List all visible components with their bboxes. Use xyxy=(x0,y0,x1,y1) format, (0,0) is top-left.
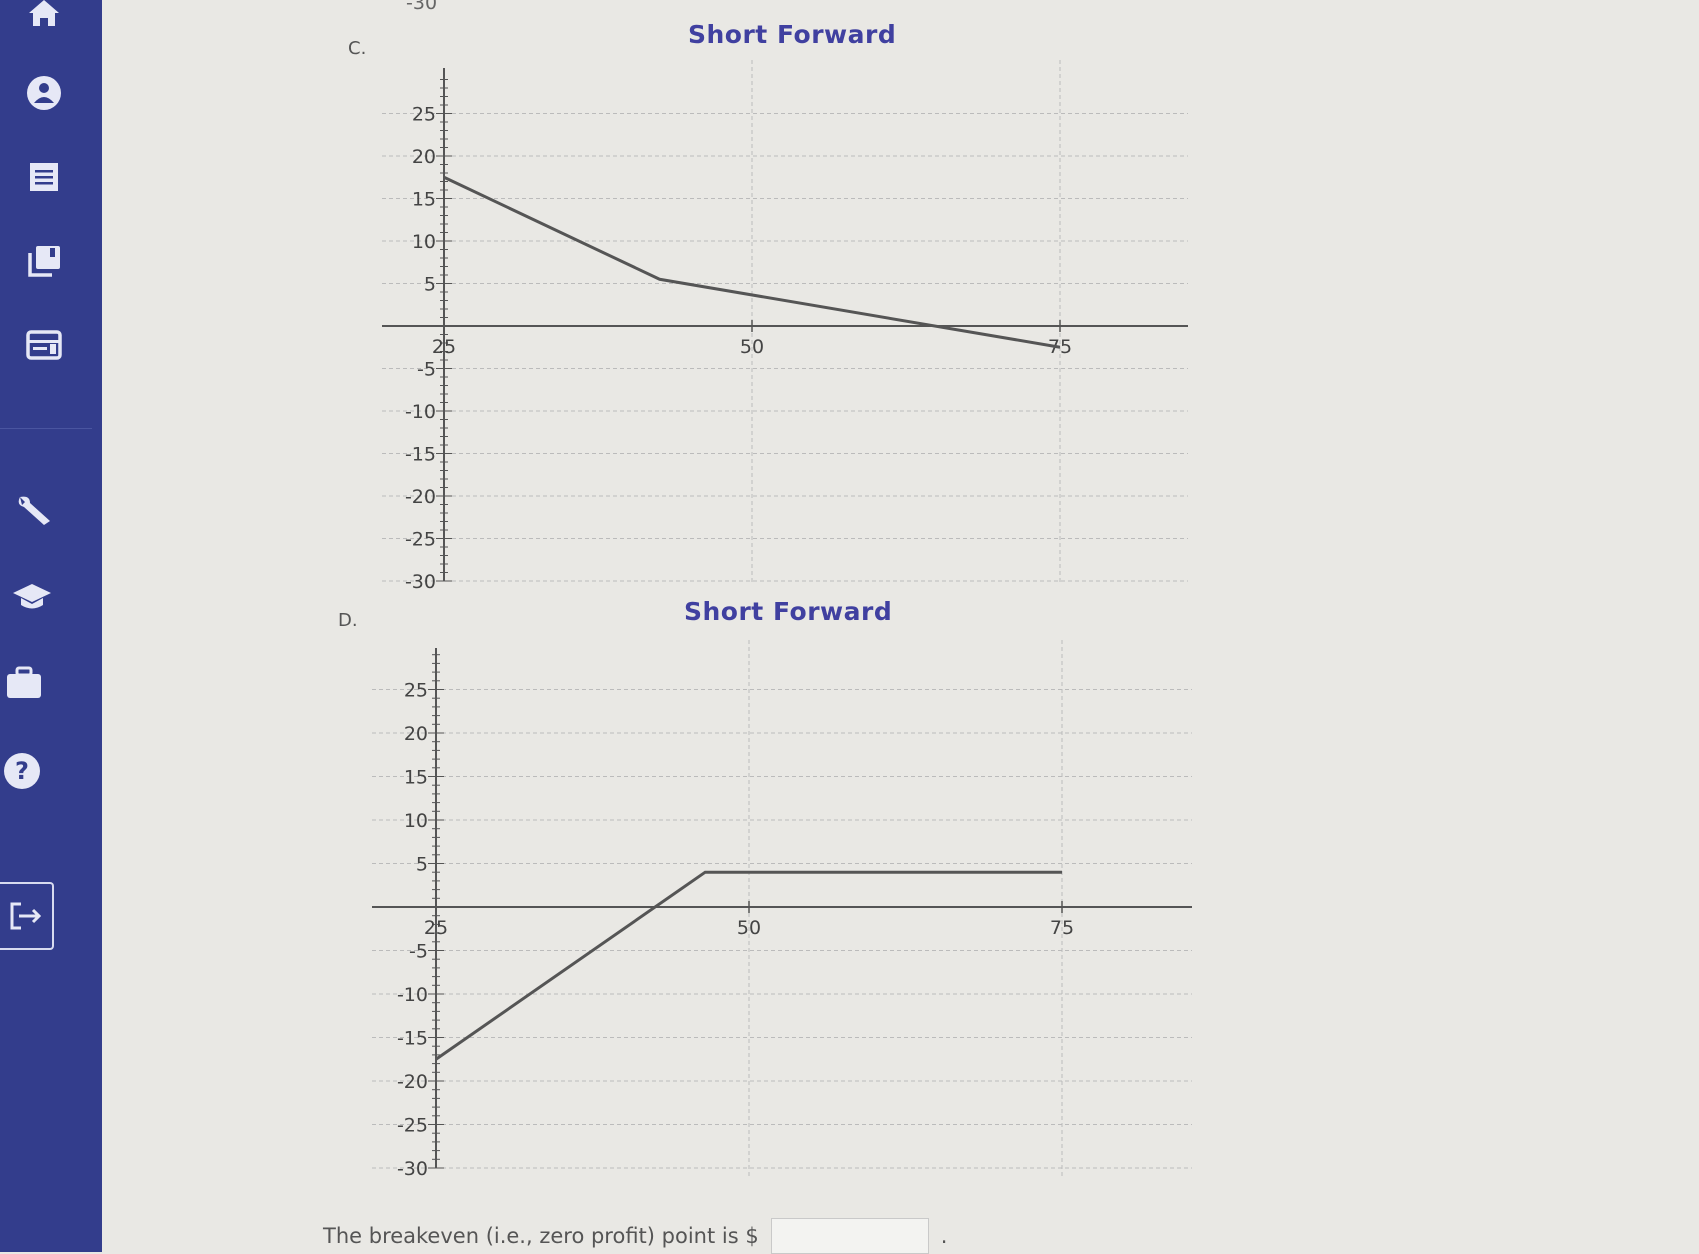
y-tick-label: -15 xyxy=(405,444,436,466)
x-tick-label: 25 xyxy=(432,336,456,358)
y-tick-label: -10 xyxy=(397,984,428,1006)
sidebar: ? xyxy=(0,0,102,1252)
y-tick-label: 20 xyxy=(412,146,436,168)
y-tick-label: -30 xyxy=(397,1158,428,1180)
chart-c-title: Short Forward xyxy=(688,20,897,49)
y-tick-label: 15 xyxy=(404,767,428,789)
y-tick-label: 15 xyxy=(412,189,436,211)
y-tick-label: 5 xyxy=(416,854,428,876)
breakeven-question: The breakeven (i.e., zero profit) point … xyxy=(323,1218,947,1254)
question-suffix: . xyxy=(940,1224,948,1248)
payoff-line xyxy=(443,175,1061,349)
books-icon[interactable] xyxy=(14,236,74,286)
previous-chart-tick-fragment: -30 xyxy=(406,0,438,14)
y-tick-label: -30 xyxy=(405,571,436,593)
graduation-cap-icon[interactable] xyxy=(2,572,62,622)
svg-text:?: ? xyxy=(15,757,29,785)
x-tick-label: 25 xyxy=(424,917,448,939)
y-tick-label: 10 xyxy=(404,810,428,832)
y-tick-label: -25 xyxy=(397,1115,428,1137)
y-tick-label: -20 xyxy=(405,486,436,508)
x-tick-label: 50 xyxy=(737,917,761,939)
y-tick-label: 5 xyxy=(424,274,436,296)
y-tick-label: -15 xyxy=(397,1028,428,1050)
sign-out-icon xyxy=(10,902,42,930)
home-icon[interactable] xyxy=(14,0,74,38)
help-icon[interactable]: ? xyxy=(0,746,52,796)
y-tick-label: 25 xyxy=(412,104,436,126)
y-tick-label: -10 xyxy=(405,401,436,423)
document-list-icon[interactable] xyxy=(14,152,74,202)
briefcase-icon[interactable] xyxy=(0,658,54,708)
question-text: The breakeven (i.e., zero profit) point … xyxy=(323,1224,759,1248)
y-tick-label: -20 xyxy=(397,1071,428,1093)
y-tick-label: -5 xyxy=(417,359,436,381)
y-tick-label: -5 xyxy=(409,941,428,963)
y-tick-label: -25 xyxy=(405,529,436,551)
wrench-icon[interactable] xyxy=(4,486,64,536)
breakeven-answer-input[interactable] xyxy=(770,1218,929,1254)
chart-d-title: Short Forward xyxy=(684,597,893,626)
sign-out-button[interactable] xyxy=(0,882,54,950)
calendar-card-icon[interactable] xyxy=(14,320,74,370)
y-tick-label: 25 xyxy=(404,680,428,702)
option-d-label: D. xyxy=(338,610,358,631)
y-tick-label: 10 xyxy=(412,231,436,253)
y-tick-label: 20 xyxy=(404,723,428,745)
sidebar-divider xyxy=(0,428,92,429)
x-tick-label: 75 xyxy=(1050,917,1074,939)
x-tick-label: 50 xyxy=(740,336,764,358)
option-c-label: C. xyxy=(348,38,367,59)
user-icon[interactable] xyxy=(14,68,74,118)
payoff-line xyxy=(435,870,1062,1061)
